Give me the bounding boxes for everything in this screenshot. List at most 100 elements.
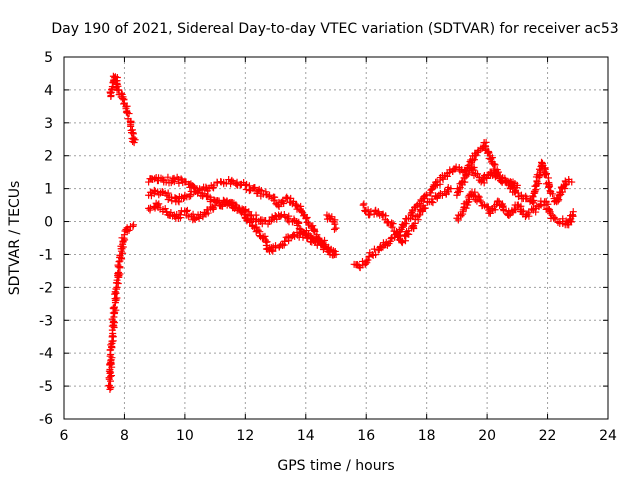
data-point-fill xyxy=(280,200,288,208)
data-point-fill xyxy=(119,237,127,245)
data-point-fill xyxy=(371,207,379,215)
data-point-fill xyxy=(491,161,499,169)
y-tick-label: -4 xyxy=(39,346,53,362)
data-point-fill xyxy=(302,215,310,223)
data-point-fill xyxy=(295,218,303,226)
x-axis-title: GPS time / hours xyxy=(277,458,394,474)
data-point-fill xyxy=(550,214,558,222)
y-axis-title: SDTVAR / TECUs xyxy=(7,181,23,296)
data-point-fill xyxy=(414,216,422,224)
data-point-fill xyxy=(227,198,235,206)
data-point-fill xyxy=(409,207,417,215)
data-point-fill xyxy=(554,197,562,205)
data-point-fill xyxy=(257,187,265,195)
y-tick-label: 5 xyxy=(44,50,53,66)
data-point-fill xyxy=(561,185,569,193)
data-point xyxy=(359,201,367,209)
data-point-fill xyxy=(458,166,466,174)
data-point-fill xyxy=(427,189,435,197)
data-point-fill xyxy=(170,174,178,182)
y-tick-label: 0 xyxy=(44,215,53,231)
data-point-fill xyxy=(545,183,553,191)
data-point-fill xyxy=(310,226,318,234)
data-point-fill xyxy=(129,222,137,230)
x-tick-label: 12 xyxy=(236,428,254,444)
data-point-fill xyxy=(116,263,124,271)
data-point-fill xyxy=(210,204,218,212)
data-point-fill xyxy=(245,187,253,195)
data-point-fill xyxy=(227,177,235,185)
data-point-fill xyxy=(113,294,121,302)
data-point-fill xyxy=(125,110,133,118)
data-point-fill xyxy=(151,204,159,212)
data-point xyxy=(332,224,340,232)
data-point-fill xyxy=(268,246,276,254)
data-point-fill xyxy=(248,221,256,229)
data-point-fill xyxy=(475,193,483,201)
data-point-fill xyxy=(204,209,212,217)
data-point-fill xyxy=(505,211,513,219)
data-point-fill xyxy=(313,241,321,249)
data-point-fill xyxy=(121,236,129,244)
data-point-fill xyxy=(263,238,271,246)
data-point-fill xyxy=(107,341,115,349)
data-point-fill xyxy=(281,237,289,245)
x-tick-label: 16 xyxy=(357,428,375,444)
data-point-fill xyxy=(111,319,119,327)
data-point-fill xyxy=(177,175,185,183)
data-point-fill xyxy=(428,185,436,193)
data-point-fill xyxy=(388,223,396,231)
data-point-fill xyxy=(398,238,406,246)
data-point-fill xyxy=(556,188,564,196)
data-point-fill xyxy=(501,174,509,182)
data-point-fill xyxy=(331,247,339,255)
data-point-fill xyxy=(276,213,284,221)
data-point-fill xyxy=(474,192,482,200)
data-point-fill xyxy=(529,193,537,201)
data-point-fill xyxy=(116,270,124,278)
data-point-fill xyxy=(122,225,130,233)
data-point-fill xyxy=(565,178,573,186)
data-point-fill xyxy=(327,215,335,223)
data-point-fill xyxy=(470,156,478,164)
data-point-fill xyxy=(264,220,272,228)
data-point-fill xyxy=(272,242,280,250)
data-point-fill xyxy=(535,180,543,188)
data-points xyxy=(105,72,577,393)
data-point-fill xyxy=(247,217,255,225)
data-point-fill xyxy=(218,201,226,209)
data-point-fill xyxy=(549,190,557,198)
data-point-fill xyxy=(493,198,501,206)
data-point-fill xyxy=(330,225,338,233)
data-point-fill xyxy=(472,169,480,177)
data-point-fill xyxy=(130,134,138,142)
data-point-fill xyxy=(457,212,465,220)
data-point-fill xyxy=(280,241,288,249)
data-point-fill xyxy=(421,204,429,212)
data-point-fill xyxy=(372,251,380,259)
data-point-fill xyxy=(254,226,262,234)
data-point-fill xyxy=(403,215,411,223)
data-point-fill xyxy=(550,198,558,206)
data-point-fill xyxy=(109,72,117,80)
x-tick-label: 22 xyxy=(539,428,557,444)
y-tick-label: -3 xyxy=(39,313,53,329)
data-point-fill xyxy=(311,236,319,244)
data-point-fill xyxy=(533,178,541,186)
data-point-fill xyxy=(289,197,297,205)
data-point-fill xyxy=(191,215,199,223)
data-point-fill xyxy=(202,183,210,191)
data-point-fill xyxy=(164,189,172,197)
data-point-fill xyxy=(107,383,115,391)
data-point-fill xyxy=(567,218,575,226)
x-tick-label: 8 xyxy=(120,428,129,444)
data-point-fill xyxy=(569,211,577,219)
data-point-fill xyxy=(531,189,539,197)
data-point-fill xyxy=(328,251,336,259)
data-point-fill xyxy=(303,230,311,238)
data-point-fill xyxy=(174,197,182,205)
data-point-fill xyxy=(243,215,251,223)
grid xyxy=(64,57,608,419)
chart-title: Day 190 of 2021, Sidereal Day-to-day VTE… xyxy=(51,21,618,37)
data-point-fill xyxy=(389,220,397,228)
